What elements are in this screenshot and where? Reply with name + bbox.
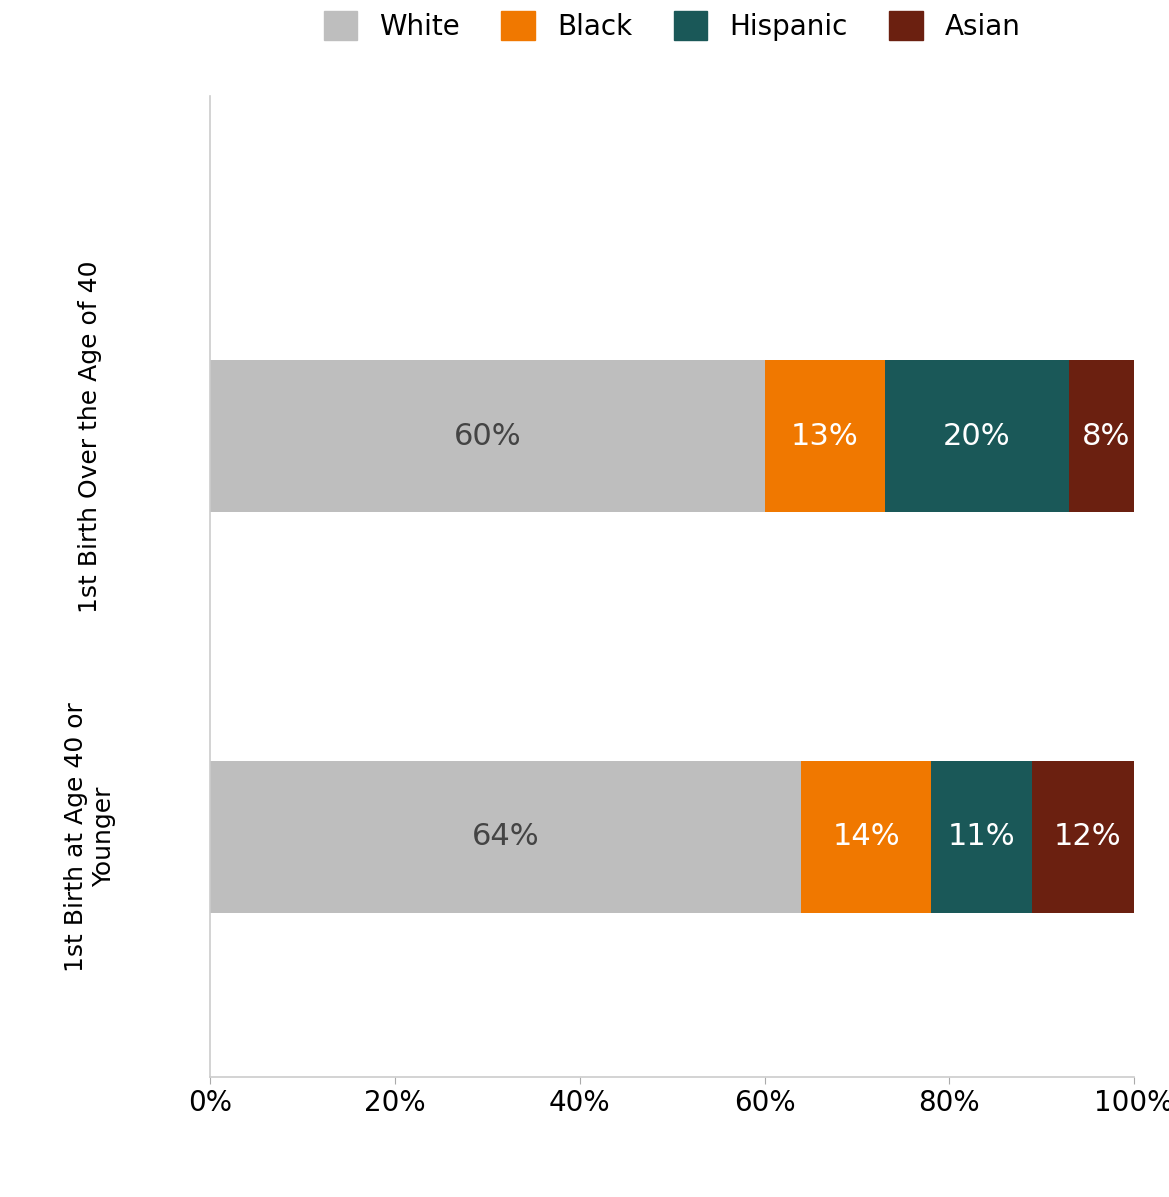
Text: 11%: 11% [948, 822, 1016, 851]
Text: 12%: 12% [1054, 822, 1121, 851]
Text: 60%: 60% [454, 421, 521, 451]
Text: 1st Birth Over the Age of 40: 1st Birth Over the Age of 40 [78, 260, 103, 613]
Bar [802, 761, 931, 913]
Bar [1032, 761, 1143, 913]
Text: 8%: 8% [1082, 421, 1130, 451]
Text: 13%: 13% [790, 421, 858, 451]
Text: 64%: 64% [472, 822, 540, 851]
Bar [1070, 360, 1143, 512]
Bar [931, 761, 1032, 913]
Text: 20%: 20% [943, 421, 1011, 451]
Bar [765, 360, 885, 512]
Text: 1st Birth at Age 40 or
Younger: 1st Birth at Age 40 or Younger [64, 701, 116, 972]
Bar [210, 360, 765, 512]
Bar [885, 360, 1070, 512]
Bar [210, 761, 802, 913]
Legend: White, Black, Hispanic, Asian: White, Black, Hispanic, Asian [324, 12, 1021, 41]
Text: 14%: 14% [832, 822, 900, 851]
